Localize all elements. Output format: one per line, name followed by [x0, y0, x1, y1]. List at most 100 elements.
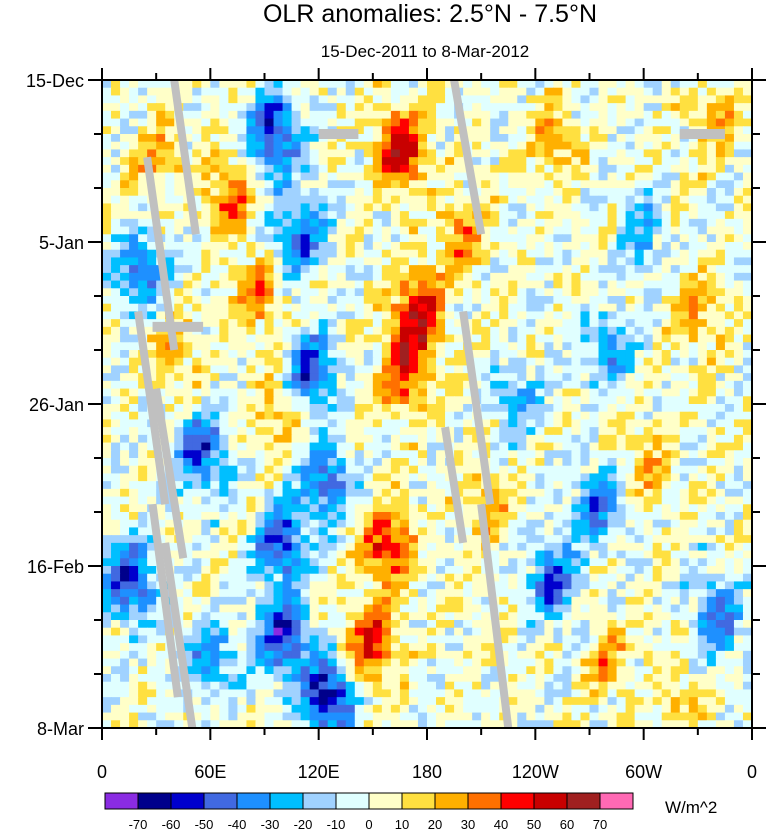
field-cell: [147, 157, 157, 166]
field-cell: [399, 149, 410, 158]
field-cell: [436, 419, 446, 428]
field-cell: [354, 326, 365, 336]
field-cell: [706, 496, 717, 505]
field-cell: [309, 157, 320, 166]
field-cell: [472, 581, 482, 590]
field-cell: [345, 242, 356, 251]
field-cell: [733, 164, 744, 174]
field-cell: [291, 280, 302, 289]
field-cell: [237, 188, 248, 197]
field-cell: [481, 365, 491, 374]
field-cell: [670, 180, 681, 189]
field-cell: [571, 203, 582, 212]
field-cell: [553, 519, 564, 529]
field-cell: [129, 218, 139, 228]
field-cell: [345, 172, 356, 181]
field-cell: [697, 195, 708, 205]
field-cell: [562, 326, 573, 336]
field-cell: [309, 442, 320, 451]
field-cell: [345, 589, 356, 598]
field-cell: [255, 242, 266, 251]
field-cell: [661, 180, 672, 189]
field-cell: [408, 589, 419, 598]
field-cell: [733, 589, 744, 598]
field-cell: [273, 612, 284, 621]
field-cell: [589, 488, 600, 498]
field-cell: [508, 188, 518, 197]
field-cell: [273, 188, 284, 197]
field-cell: [544, 195, 554, 205]
field-cell: [454, 473, 464, 482]
field-cell: [219, 234, 229, 243]
field-cell: [508, 118, 518, 127]
field-cell: [607, 566, 618, 575]
field-cell: [535, 396, 545, 405]
field-cell: [580, 257, 591, 266]
field-cell: [733, 157, 744, 166]
field-cell: [273, 542, 284, 552]
field-cell: [517, 249, 527, 259]
field-cell: [282, 427, 293, 436]
field-cell: [724, 218, 735, 228]
field-cell: [363, 465, 374, 475]
field-cell: [544, 226, 554, 235]
field-cell: [111, 242, 121, 251]
field-cell: [490, 141, 500, 151]
field-cell: [742, 272, 752, 282]
field-cell: [408, 326, 419, 336]
field-cell: [273, 481, 284, 490]
field-cell: [264, 319, 275, 328]
field-cell: [327, 527, 338, 536]
field-cell: [517, 465, 527, 475]
field-cell: [670, 303, 681, 313]
field-cell: [201, 527, 211, 536]
field-cell: [670, 103, 681, 112]
field-cell: [661, 550, 672, 559]
field-cell: [363, 303, 374, 313]
field-cell: [147, 450, 157, 459]
field-cell: [417, 442, 428, 451]
field-cell: [499, 164, 509, 174]
field-cell: [111, 164, 121, 174]
field-cell: [634, 396, 645, 405]
field-cell: [571, 365, 582, 374]
field-cell: [544, 411, 554, 421]
field-cell: [544, 110, 554, 120]
field-cell: [742, 350, 752, 359]
field-cell: [183, 527, 193, 536]
field-cell: [598, 195, 609, 205]
field-cell: [544, 558, 554, 567]
field-cell: [381, 581, 392, 590]
field-cell: [607, 519, 618, 529]
field-cell: [670, 350, 681, 359]
field-cell: [508, 481, 518, 490]
field-cell: [399, 458, 410, 467]
field-cell: [318, 465, 329, 475]
field-cell: [724, 87, 735, 97]
field-cell: [526, 226, 536, 235]
field-cell: [562, 211, 573, 220]
field-cell: [255, 411, 266, 421]
field-cell: [111, 589, 121, 598]
field-cell: [237, 373, 248, 382]
field-cell: [327, 604, 338, 613]
field-cell: [607, 581, 618, 590]
field-cell: [363, 458, 374, 467]
field-cell: [427, 211, 437, 220]
field-cell: [508, 373, 518, 382]
field-cell: [562, 234, 573, 243]
field-cell: [327, 404, 338, 413]
field-cell: [652, 126, 663, 135]
field-cell: [201, 596, 211, 606]
field-cell: [390, 496, 401, 505]
field-cell: [436, 211, 446, 220]
field-cell: [544, 280, 554, 289]
field-cell: [408, 80, 419, 89]
field-cell: [192, 589, 202, 598]
field-cell: [463, 373, 473, 382]
field-cell: [625, 134, 636, 143]
field-cell: [553, 558, 564, 567]
field-cell: [138, 496, 148, 505]
field-cell: [210, 257, 220, 266]
field-cell: [228, 365, 239, 374]
